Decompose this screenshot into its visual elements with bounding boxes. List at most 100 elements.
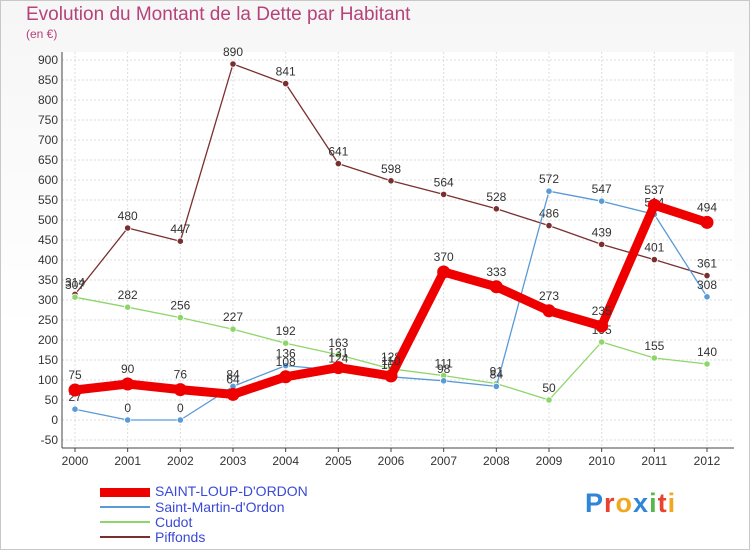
- proxiti-logo: Proxiti: [585, 488, 676, 519]
- data-label: 528: [486, 190, 506, 204]
- data-label: 76: [174, 368, 188, 382]
- y-tick-label: 300: [38, 293, 58, 307]
- data-point: [384, 369, 398, 383]
- data-point: [489, 280, 503, 294]
- data-point: [703, 360, 711, 368]
- data-label: 111: [435, 357, 454, 371]
- data-label: 273: [539, 289, 559, 303]
- data-label: 0: [177, 401, 184, 415]
- y-tick-label: 600: [38, 173, 58, 187]
- legend-label: SAINT-LOUP-D'ORDON: [155, 483, 308, 499]
- y-tick-label: 650: [38, 153, 58, 167]
- y-tick-label: 50: [45, 393, 59, 407]
- x-tick-label: 2005: [325, 454, 352, 468]
- data-label: 98: [437, 362, 451, 376]
- data-point: [437, 265, 451, 279]
- data-point: [545, 396, 553, 404]
- data-point: [650, 255, 658, 264]
- y-tick-label: 500: [38, 213, 58, 227]
- data-point: [279, 370, 293, 384]
- data-point: [176, 237, 184, 245]
- data-point: [176, 313, 184, 322]
- data-point: [598, 240, 606, 248]
- logo-letter: i: [667, 488, 677, 518]
- y-tick-label: 750: [38, 113, 58, 127]
- data-label: 439: [592, 225, 612, 239]
- data-label: 84: [226, 367, 240, 381]
- legend-swatch: [100, 521, 150, 523]
- x-tick-label: 2008: [483, 454, 510, 468]
- data-label: 124: [328, 351, 348, 365]
- data-point: [703, 271, 711, 280]
- data-point: [176, 416, 184, 424]
- data-label: 108: [276, 355, 296, 369]
- data-point: [334, 351, 342, 359]
- y-tick-label: 850: [38, 73, 58, 87]
- data-label: 282: [118, 288, 138, 302]
- x-tick-label: 2012: [694, 454, 721, 468]
- legend-swatch: [100, 488, 150, 497]
- data-point: [282, 361, 290, 370]
- x-tick-label: 2007: [430, 454, 457, 468]
- legend-swatch: [100, 536, 150, 538]
- data-label: 572: [539, 172, 559, 186]
- data-label: 131: [328, 346, 348, 360]
- data-label: 370: [434, 250, 454, 264]
- y-tick-label: 800: [38, 93, 58, 107]
- y-tick-label: 400: [38, 253, 58, 267]
- data-point: [124, 224, 132, 232]
- legend-label: Cudot: [155, 514, 193, 530]
- data-label: 64: [226, 372, 240, 386]
- logo-letter: o: [615, 488, 634, 518]
- data-label: 163: [328, 336, 348, 350]
- data-point: [71, 405, 79, 413]
- data-point: [647, 198, 661, 212]
- data-label: 136: [276, 347, 296, 361]
- data-point: [387, 177, 395, 185]
- logo-letter: i: [649, 488, 658, 518]
- y-tick-label: 350: [38, 273, 58, 287]
- data-point: [173, 383, 187, 397]
- data-point: [229, 60, 237, 68]
- data-label: 110: [381, 354, 400, 368]
- data-label: 256: [170, 299, 190, 313]
- data-point: [542, 304, 556, 318]
- y-tick-label: 150: [38, 353, 58, 367]
- y-tick-label: 700: [38, 133, 58, 147]
- data-point: [545, 222, 553, 230]
- x-tick-label: 2000: [62, 454, 89, 468]
- data-point: [598, 338, 606, 346]
- x-tick-label: 2001: [114, 454, 141, 468]
- y-tick-label: 100: [38, 373, 58, 387]
- x-tick-label: 2002: [167, 454, 194, 468]
- data-point: [595, 319, 609, 333]
- data-label: 547: [592, 182, 612, 196]
- chart-title: Evolution du Montant de la Dette par Hab…: [26, 4, 411, 25]
- y-tick-label: 450: [38, 233, 58, 247]
- y-tick-label: -50: [41, 433, 59, 447]
- data-point: [229, 325, 237, 333]
- data-label: 192: [276, 324, 296, 338]
- data-label: 140: [697, 345, 717, 359]
- data-label: 537: [644, 183, 664, 197]
- data-label: 235: [592, 304, 612, 318]
- x-tick-label: 2004: [272, 454, 299, 468]
- logo-letter: P: [585, 488, 605, 518]
- data-label: 307: [65, 278, 85, 292]
- data-label: 841: [276, 65, 296, 79]
- data-point: [334, 160, 342, 168]
- data-point: [226, 387, 240, 401]
- data-label: 447: [170, 222, 190, 236]
- chart-subtitle: (en €): [26, 27, 58, 41]
- data-label: 401: [644, 241, 664, 255]
- data-label: 598: [381, 162, 401, 176]
- data-label: 564: [434, 175, 454, 189]
- data-label: 155: [644, 339, 664, 353]
- data-point: [598, 197, 606, 205]
- data-point: [440, 377, 448, 385]
- data-label: 361: [697, 257, 717, 271]
- y-tick-label: 0: [51, 413, 58, 427]
- legend-label: Piffonds: [155, 529, 206, 545]
- data-point: [440, 190, 448, 198]
- logo-letter: r: [604, 488, 616, 518]
